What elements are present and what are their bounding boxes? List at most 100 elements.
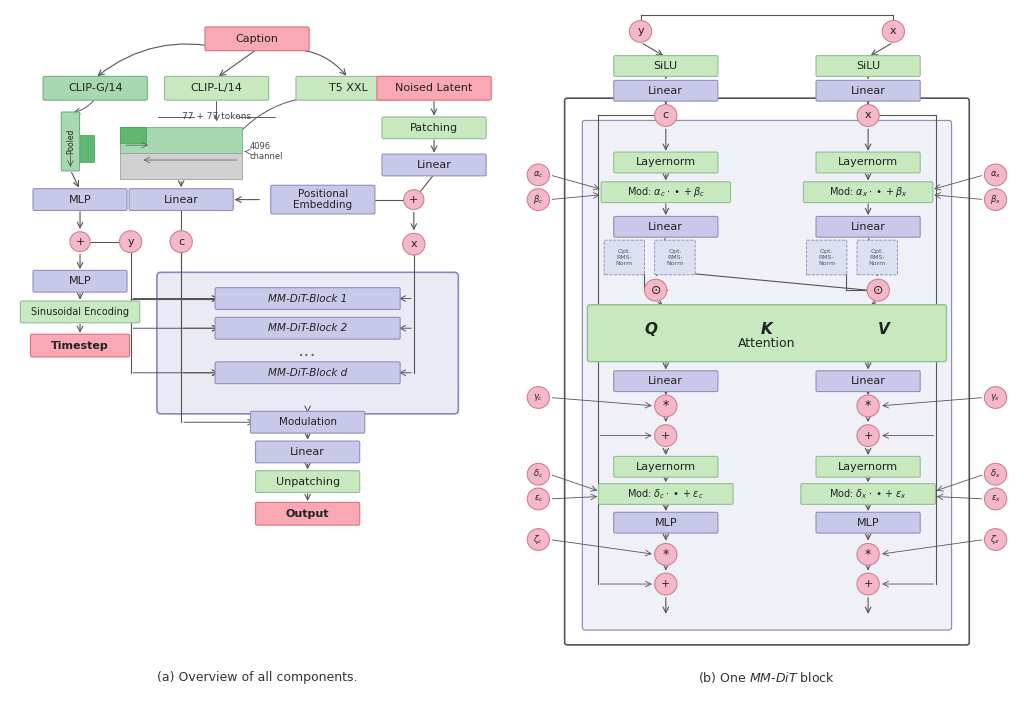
Text: Unpatching: Unpatching xyxy=(275,477,340,486)
Text: Timestep: Timestep xyxy=(51,341,109,350)
Text: Noised Latent: Noised Latent xyxy=(395,83,473,93)
FancyBboxPatch shape xyxy=(43,76,147,100)
Text: Opt.
RMS-
Norm: Opt. RMS- Norm xyxy=(667,249,684,266)
Text: ⊙: ⊙ xyxy=(873,284,884,297)
FancyBboxPatch shape xyxy=(61,112,80,171)
FancyBboxPatch shape xyxy=(816,55,921,76)
Text: +: + xyxy=(662,579,671,589)
FancyBboxPatch shape xyxy=(654,240,695,275)
FancyBboxPatch shape xyxy=(251,411,365,433)
Text: MLP: MLP xyxy=(69,195,91,205)
Text: CLIP-G/14: CLIP-G/14 xyxy=(68,83,123,93)
Text: Layernorm: Layernorm xyxy=(838,158,898,168)
FancyBboxPatch shape xyxy=(604,240,644,275)
Text: Caption: Caption xyxy=(236,34,279,43)
Text: +: + xyxy=(863,579,872,589)
FancyBboxPatch shape xyxy=(857,240,897,275)
Text: +: + xyxy=(410,195,419,205)
Circle shape xyxy=(984,488,1007,510)
FancyBboxPatch shape xyxy=(121,127,145,143)
Circle shape xyxy=(527,387,550,409)
Circle shape xyxy=(527,164,550,186)
FancyBboxPatch shape xyxy=(157,272,459,414)
Circle shape xyxy=(883,20,904,42)
FancyBboxPatch shape xyxy=(256,471,359,493)
Text: Mod: $\delta_c\cdot\bullet+\epsilon_c$: Mod: $\delta_c\cdot\bullet+\epsilon_c$ xyxy=(628,487,705,501)
FancyBboxPatch shape xyxy=(807,240,847,275)
Text: CLIP-L/14: CLIP-L/14 xyxy=(190,83,243,93)
Text: Mod: $\alpha_x\cdot\bullet+\beta_x$: Mod: $\alpha_x\cdot\bullet+\beta_x$ xyxy=(828,185,907,199)
FancyBboxPatch shape xyxy=(205,27,309,50)
Text: Layernorm: Layernorm xyxy=(636,462,696,472)
Circle shape xyxy=(857,425,880,447)
FancyBboxPatch shape xyxy=(613,55,718,76)
Text: y: y xyxy=(637,27,644,36)
Text: Linear: Linear xyxy=(851,86,886,96)
Text: Patching: Patching xyxy=(410,123,458,133)
Circle shape xyxy=(857,395,880,417)
FancyBboxPatch shape xyxy=(613,371,718,392)
FancyBboxPatch shape xyxy=(215,362,400,383)
Text: c: c xyxy=(178,237,184,247)
FancyBboxPatch shape xyxy=(33,271,127,292)
Text: Modulation: Modulation xyxy=(279,417,337,427)
Text: x: x xyxy=(411,239,417,249)
Text: Linear: Linear xyxy=(164,195,199,205)
FancyBboxPatch shape xyxy=(382,117,486,139)
FancyBboxPatch shape xyxy=(613,456,718,477)
Text: K: K xyxy=(761,322,773,336)
Text: Linear: Linear xyxy=(290,447,325,457)
Text: $\alpha_c$: $\alpha_c$ xyxy=(534,170,544,180)
Text: T5 XXL: T5 XXL xyxy=(329,83,368,93)
FancyBboxPatch shape xyxy=(613,81,718,101)
Text: *: * xyxy=(865,400,871,412)
Text: Layernorm: Layernorm xyxy=(636,158,696,168)
Text: Positional
Embedding: Positional Embedding xyxy=(293,189,352,210)
Text: c: c xyxy=(663,111,669,121)
FancyBboxPatch shape xyxy=(601,182,730,203)
Text: x: x xyxy=(890,27,897,36)
Text: Linear: Linear xyxy=(417,160,452,170)
Circle shape xyxy=(857,573,880,595)
FancyBboxPatch shape xyxy=(270,185,375,214)
Text: *: * xyxy=(663,548,669,561)
Text: Opt.
RMS-
Norm: Opt. RMS- Norm xyxy=(615,249,633,266)
Text: SiLU: SiLU xyxy=(653,61,678,71)
Text: $\beta_c$: $\beta_c$ xyxy=(534,193,544,206)
Text: MLP: MLP xyxy=(69,276,91,286)
Text: $\beta_x$: $\beta_x$ xyxy=(990,193,1001,206)
FancyBboxPatch shape xyxy=(129,189,233,210)
Text: $\epsilon_c$: $\epsilon_c$ xyxy=(534,494,543,504)
Text: x: x xyxy=(865,111,871,121)
Circle shape xyxy=(654,104,677,126)
Text: MM-DiT-Block 2: MM-DiT-Block 2 xyxy=(268,323,347,333)
FancyBboxPatch shape xyxy=(613,217,718,237)
Circle shape xyxy=(984,529,1007,550)
Text: $\gamma_x$: $\gamma_x$ xyxy=(990,392,1000,403)
Circle shape xyxy=(527,463,550,485)
Circle shape xyxy=(70,232,90,252)
FancyBboxPatch shape xyxy=(165,76,268,100)
FancyBboxPatch shape xyxy=(256,503,359,525)
FancyBboxPatch shape xyxy=(816,217,921,237)
Text: Linear: Linear xyxy=(851,376,886,386)
Circle shape xyxy=(527,189,550,210)
Circle shape xyxy=(402,233,425,255)
Text: Opt.
RMS-
Norm: Opt. RMS- Norm xyxy=(868,249,886,266)
Text: $\delta_x$: $\delta_x$ xyxy=(990,468,1000,480)
Text: Sinusoidal Encoding: Sinusoidal Encoding xyxy=(31,307,129,317)
FancyBboxPatch shape xyxy=(33,189,127,210)
Text: Linear: Linear xyxy=(851,222,886,232)
Text: (b) One $\mathit{MM}$-$\mathit{DiT}$ block: (b) One $\mathit{MM}$-$\mathit{DiT}$ blo… xyxy=(698,669,836,685)
Text: MM-DiT-Block 1: MM-DiT-Block 1 xyxy=(268,294,347,304)
Text: $\zeta_c$: $\zeta_c$ xyxy=(534,533,543,546)
Text: 4096
channel: 4096 channel xyxy=(250,142,283,161)
Text: Linear: Linear xyxy=(648,376,683,386)
Text: MM-DiT-Block d: MM-DiT-Block d xyxy=(268,368,347,378)
Circle shape xyxy=(654,395,677,417)
Text: V: V xyxy=(878,322,889,336)
Circle shape xyxy=(867,279,890,301)
Circle shape xyxy=(984,387,1007,409)
Text: ⊙: ⊙ xyxy=(650,284,660,297)
Circle shape xyxy=(120,231,141,252)
